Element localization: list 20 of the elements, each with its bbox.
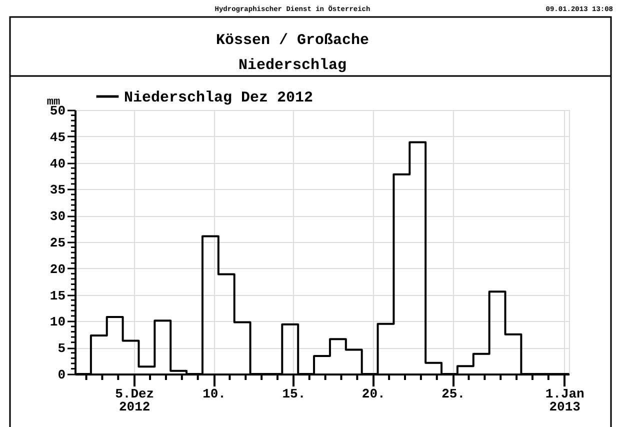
y-tick-label: 45 [50,130,66,145]
x-tick-label: 5.Dez 2012 [115,386,154,414]
y-tick-label: 15 [50,288,66,304]
chart-subtitle: Niederschlag [238,57,347,74]
legend-label: Niederschlag Dez 2012 [124,90,314,106]
x-tick-label: 20. [362,386,386,402]
y-tick-label: 10 [50,314,66,330]
y-tick-label: 25 [50,236,66,250]
y-tick-label: 50 [50,104,66,118]
x-tick-label: 15. [282,386,306,402]
y-tick-label: 40 [50,156,66,172]
x-tick-label: 10. [202,386,226,402]
chart-title: Kössen / Großache [216,32,370,49]
y-tick-label: 0 [58,368,66,382]
y-tick-label: 30 [50,209,66,224]
x-tick-label: 25. [442,386,466,402]
x-tick-label: 1.Jan 2013 [545,386,585,414]
y-tick-label: 35 [50,182,66,198]
y-tick-label: 20 [50,262,66,277]
y-tick-label: 5 [58,341,66,356]
